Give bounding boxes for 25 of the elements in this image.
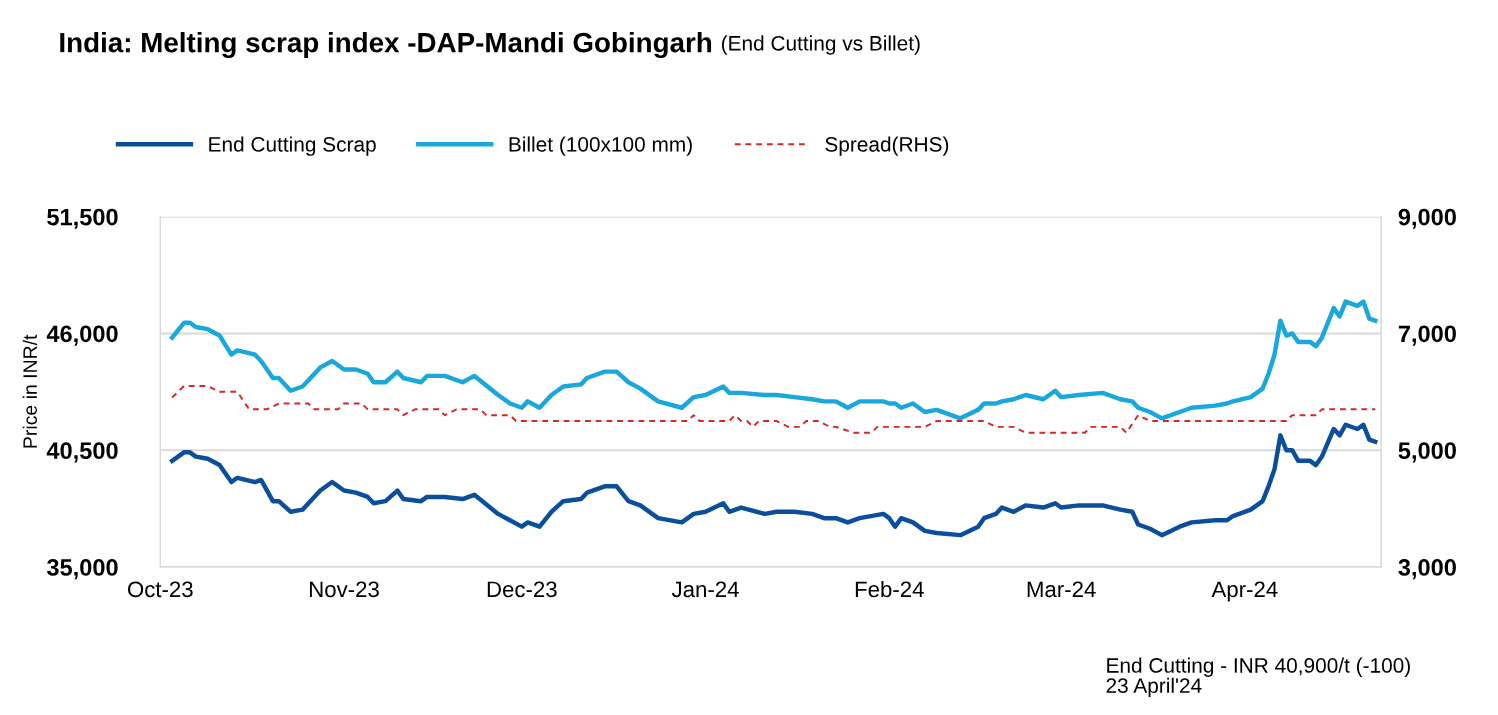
y-axis-title: Price in INR/t [22,334,38,448]
line-series [169,299,1378,421]
line-series [171,385,1377,434]
y2-tick-label: 9,000 [1398,208,1456,229]
y-tick-label: 40,500 [46,442,118,463]
legend-label: Billet (100x100 mm) [509,136,692,156]
y-tick-label: 46,000 [46,325,118,346]
y-tick-label: 51,500 [47,208,118,229]
chart-subtitle: (End Cutting vs Billet) [721,35,920,55]
legend-label: End Cutting Scrap [209,136,376,156]
x-tick-label: Jan-24 [671,581,739,598]
x-tick-label: Dec-23 [487,581,557,598]
text: End Cutting - INR 40,900/t (-100) 23 April'24 [1106,657,1410,698]
y-tick-label: 35,000 [46,559,118,580]
y2-tick-label: 3,000 [1398,559,1456,580]
y2-tick-label: 7,000 [1398,325,1456,346]
chart-title: India: Melting scrap index -DAP-Mandi Gobingarh [60,32,712,59]
y2-tick-label: 5,000 [1398,442,1456,463]
x-tick-label: Feb-24 [855,580,924,598]
x-tick-label: Apr-24 [1211,581,1278,602]
x-tick-label: Mar-24 [1027,581,1096,598]
legend-label: Spread(RHS) [825,136,949,156]
line-series [169,422,1378,538]
x-tick-label: Oct-23 [128,581,193,598]
x-tick-label: Nov-23 [310,581,379,598]
